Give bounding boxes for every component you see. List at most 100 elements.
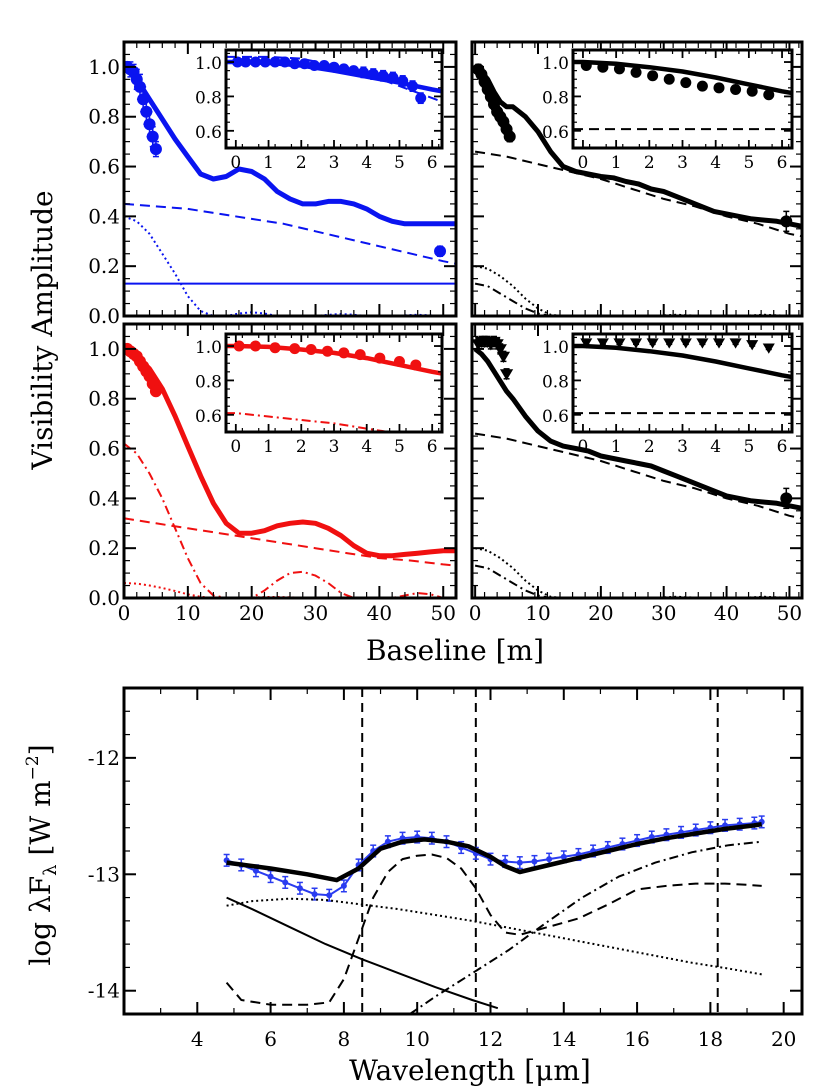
vis_br-inset-x-tick-label: 1	[611, 437, 622, 457]
vis_tr-inset-circle-marker	[663, 73, 675, 85]
vis_bl-circle-marker	[149, 385, 162, 398]
vis_br-inset-triangle-marker	[696, 338, 709, 349]
vis_br-inset-triangle-marker	[663, 338, 676, 349]
vis_tr-inset-x-tick-label: 4	[710, 153, 721, 173]
vis_tr-inset-circle-marker	[730, 84, 742, 96]
vis_tr-total-model-line	[473, 64, 802, 229]
vis_bl-inset-circle-marker	[269, 342, 281, 354]
sed-y-tick-label: -12	[88, 746, 120, 770]
vis_tr-inset-circle-marker	[597, 61, 609, 73]
vis_tr-dashed-component-line	[474, 150, 802, 238]
sed-x-tick-label: 16	[624, 1027, 649, 1051]
vis_br-triangle-marker	[493, 344, 507, 356]
vis_bl-y-tick-label: 0.8	[88, 387, 120, 411]
vis_bl-inset-circle-marker	[249, 340, 261, 352]
vis_tr-circle-marker	[780, 215, 793, 228]
flux-y-axis-label: log λFλ [W m−2]	[23, 744, 61, 965]
sed-x-tick-label: 8	[338, 1027, 351, 1051]
vis_tl-y-tick-label: 1.0	[88, 55, 120, 79]
vis_tl-inset: 0 1 2 3 4 5 6 0.6 0.8 1.0	[195, 48, 444, 173]
vis_br-inset-plot-area	[573, 338, 792, 415]
vis_tr-inset-x-tick-label: 1	[611, 153, 622, 173]
vis_tl-inset-circle-marker	[269, 56, 281, 68]
vis_br-circle-marker	[780, 492, 793, 505]
vis_tl-inset-circle-marker	[367, 68, 379, 80]
vis_br-plot-area	[472, 335, 802, 598]
vis_bl-x-tick-label: 40	[367, 601, 392, 625]
vis_br-x-tick-label: 30	[651, 601, 676, 625]
vis_tl-inset-x-tick-label: 0	[230, 153, 241, 173]
vis_bl-y-tick-label: 1.0	[88, 337, 120, 361]
vis_br-x-tick-label: 50	[777, 601, 802, 625]
vis_tl-inset-circle-marker	[318, 59, 330, 71]
vis_bl-inset-circle-marker	[410, 359, 422, 371]
sed-plot-area	[223, 688, 765, 1014]
vis_tl-inset-circle-marker	[279, 56, 291, 68]
vis_tl-inset-x-tick-label: 1	[263, 153, 274, 173]
vis_tl-inset-circle-marker	[357, 66, 369, 78]
vis_br-inset: 0 1 2 3 4 5 6 0.6 0.8 1.0	[542, 332, 794, 457]
vis_br-inset-model-line	[573, 343, 792, 380]
panel-vis_br: 0 10 20 30 40 50 0 1 2 3 4 5 6 0.6 0.8 1.0	[469, 322, 804, 625]
sed-x-tick-label: 18	[698, 1027, 723, 1051]
vis_tl-inset-circle-marker	[249, 56, 261, 68]
panel-sed: 4 6 8 10 12 14 16 18 20 -14 -13 -12	[88, 686, 804, 1051]
vis_tr-inset-circle-marker	[680, 77, 692, 89]
vis_tl-inset-circle-marker	[415, 92, 427, 104]
vis_br-x-tick-label: 40	[714, 601, 739, 625]
flux-y-label-main: log λF	[24, 876, 57, 966]
vis_br-inset-y-tick-label: 0.8	[542, 372, 569, 392]
vis_bl-inset-background	[226, 334, 442, 432]
vis_bl-x-tick-label: 50	[431, 601, 456, 625]
vis_tr-inset-circle-marker	[647, 70, 659, 82]
vis_br-inset-background	[573, 334, 792, 432]
vis_br-inset-triangle-marker	[596, 338, 609, 349]
vis_tl-inset-circle-marker	[328, 61, 340, 73]
vis_tl-inset-x-tick-label: 5	[394, 153, 405, 173]
vis_bl-y-tick-label: 0.0	[88, 586, 120, 610]
vis_bl-inset-dash-dot-line	[226, 412, 396, 432]
vis_tl-inset-circle-marker	[377, 70, 389, 82]
vis_tl-y-tick-label: 0.0	[88, 304, 120, 328]
vis_br-dashed-component-line	[474, 432, 802, 520]
vis_br-x-tick-label: 0	[469, 601, 482, 625]
vis_tr-plot-area	[472, 63, 802, 316]
vis_bl-inset-circle-marker	[233, 340, 245, 352]
panels-layer: 0.00.20.40.60.81.00 1 2 3 4 5 60.60.81.00 1 2 3 4 5…	[88, 40, 804, 1051]
vis_tr-inset-plot-area	[573, 59, 792, 131]
vis_bl-y-tick-label: 0.6	[88, 437, 120, 461]
vis_br-x-tick-label: 10	[525, 601, 550, 625]
vis_tr-dash-dot-component-line	[474, 282, 802, 316]
vis_tl-inset-circle-marker	[397, 75, 409, 87]
vis_bl-inset-x-tick-label: 4	[361, 437, 372, 457]
vis_br-triangle-marker	[499, 369, 514, 381]
sed-y-tick-label: -13	[88, 862, 120, 886]
vis_bl-inset-circle-marker	[374, 352, 386, 364]
vis_tl-inset-circle-marker	[387, 72, 399, 84]
sed-x-tick-label: 20	[771, 1027, 796, 1051]
vis_br-inset-triangle-marker	[762, 343, 775, 354]
vis_tl-circle-marker	[146, 130, 159, 143]
visibility-y-axis-label: Visibility Amplitude	[26, 190, 59, 470]
wavelength-x-axis-label: Wavelength [μm]	[349, 1054, 591, 1087]
vis_bl-inset-x-tick-label: 5	[394, 437, 405, 457]
vis_tl-circle-marker	[149, 143, 162, 156]
vis_br-inset-x-tick-label: 5	[743, 437, 754, 457]
vis_bl-y-tick-label: 0.4	[88, 486, 120, 510]
sed-x-tick-label: 10	[404, 1027, 429, 1051]
vis_br-dotted-component-line	[474, 547, 802, 598]
vis_br-dash-dot-component-line	[474, 564, 802, 598]
sed-solid-component-line	[226, 896, 499, 1010]
vis_tl-y-tick-label: 0.4	[88, 204, 120, 228]
flux-y-label-unit: [W m	[24, 780, 57, 864]
vis_tl-inset-x-tick-label: 6	[427, 153, 438, 173]
vis_tl-inset-x-tick-label: 3	[329, 153, 340, 173]
vis_tr-inset-y-tick-label: 1.0	[542, 54, 569, 74]
vis_bl-inset-circle-marker	[305, 343, 317, 355]
vis_bl-inset-plot-area	[226, 340, 442, 432]
panel-vis_tl: 0.0 0.2 0.4 0.6 0.8 1.0 0 1 2 3 4 5 6 0.6 0.8 1.0	[88, 40, 458, 328]
vis_tr-inset-y-tick-label: 0.6	[542, 123, 569, 143]
vis_bl-plot-area	[124, 342, 456, 598]
vis_bl-dashed-component-line	[124, 517, 456, 567]
vis_tr-inset-x-tick-label: 6	[777, 153, 788, 173]
